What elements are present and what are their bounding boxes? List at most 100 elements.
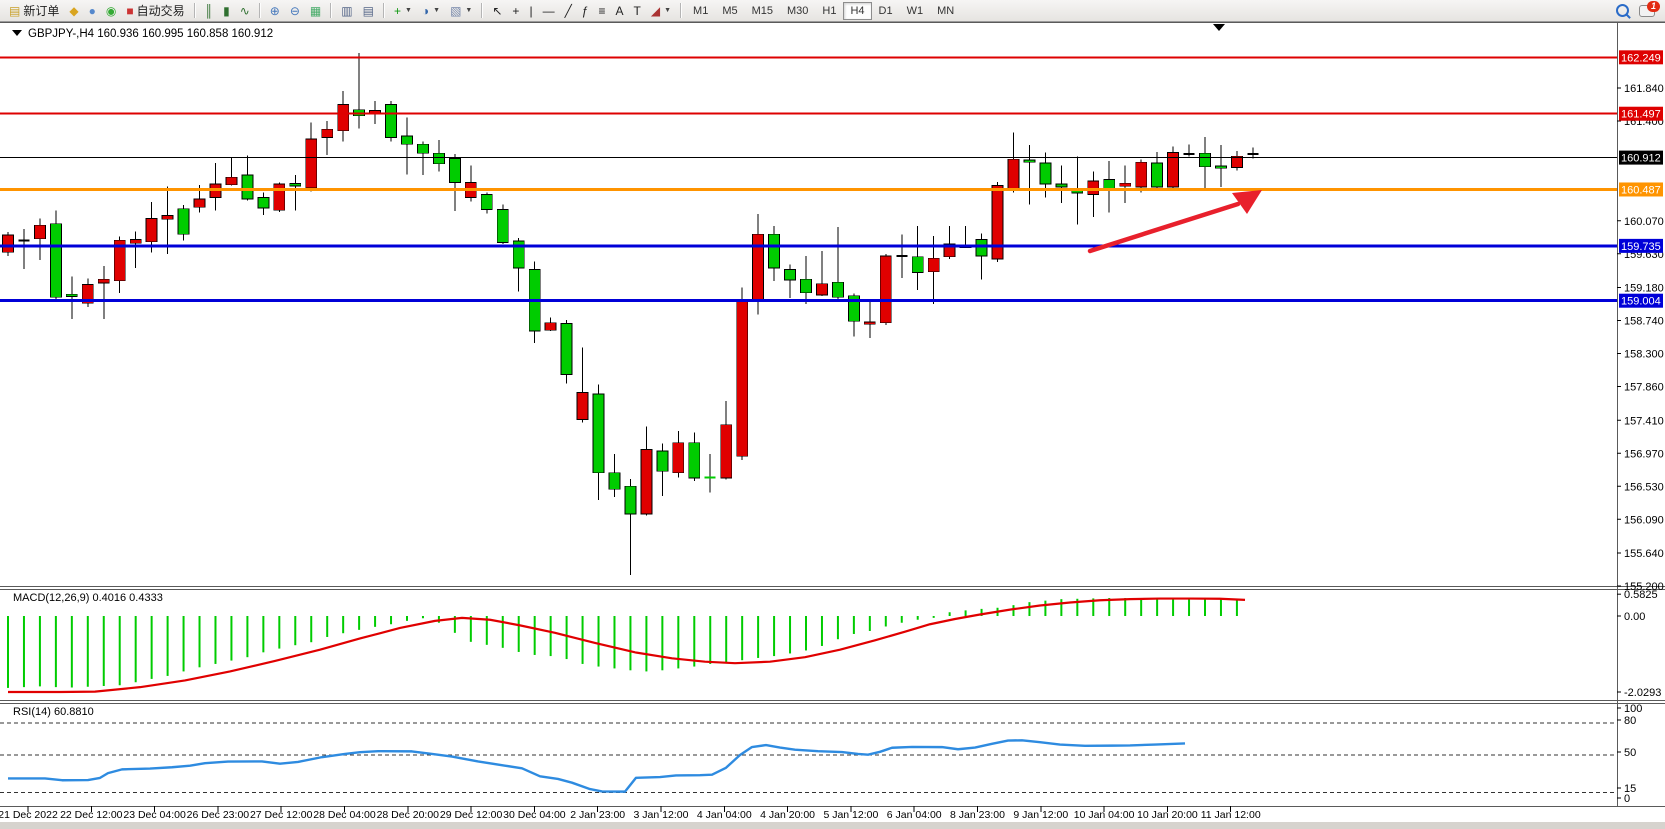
price-tick-label: 158.740 (1624, 316, 1664, 328)
tile-windows-icon[interactable]: ▦ (305, 1, 326, 20)
candle-body (480, 194, 493, 210)
candle-body (800, 278, 812, 294)
price-badge-label: 160.487 (1621, 184, 1661, 196)
price-badge-label: 160.912 (1621, 153, 1661, 165)
candle-body (49, 223, 62, 298)
chart-window[interactable]: GBPJPY-,H4 160.936 160.995 160.858 160.9… (0, 22, 1665, 829)
cursor-icon: ↖ (492, 3, 503, 18)
arrows-icon: ◢ (650, 3, 661, 18)
market-watch-icon[interactable]: ◆ (64, 1, 83, 20)
x-tick-label: 9 Jan 12:00 (1013, 809, 1068, 821)
price-tick-label: 155.200 (1624, 581, 1664, 593)
timeframe-m30[interactable]: M30 (787, 4, 809, 17)
candle-body (736, 300, 749, 457)
candle-body (879, 255, 892, 324)
auto-trading-button-label: 自动交易 (136, 4, 185, 18)
symbol-dropdown-icon[interactable] (12, 30, 22, 36)
price-tick-label: 156.970 (1624, 448, 1664, 460)
chart-shift-marker[interactable] (1213, 24, 1225, 31)
templates-icon[interactable]: ▧ ▼ (445, 1, 477, 20)
bar-chart-icon[interactable]: ║ (200, 1, 219, 20)
price-tick-label: 159.180 (1624, 283, 1664, 295)
timeframe-m1[interactable]: M1 (693, 4, 709, 17)
zoom-in-icon[interactable]: ⊕ (265, 1, 285, 20)
new-order-button: ▤ (9, 3, 21, 18)
auto-trading-button[interactable]: ■ 自动交易 (121, 1, 189, 20)
horizontal-line-icon[interactable]: — (538, 1, 560, 20)
fibonacci-icon: ƒ (581, 3, 589, 18)
candle-body (911, 256, 924, 273)
candle-body (1135, 161, 1148, 188)
candle-body (975, 239, 988, 257)
bottom-strip (0, 822, 1665, 829)
candle-body (863, 321, 876, 325)
auto-arrange-icon[interactable]: ▥ (336, 1, 357, 20)
rsi-line (8, 739, 1186, 793)
auto-trading-button: ■ (126, 3, 134, 18)
timeframe-m5[interactable]: M5 (722, 4, 738, 17)
crosshair-icon[interactable]: + (507, 1, 524, 20)
text-label-icon[interactable]: T (629, 1, 646, 20)
chart-background (0, 22, 1665, 829)
timeframe-m15[interactable]: M15 (751, 4, 773, 17)
timeframe-h1[interactable]: H1 (822, 4, 837, 17)
fibonacci-icon[interactable]: ƒ (577, 1, 594, 20)
auto-arrange-icon: ▥ (341, 3, 353, 18)
horizontal-line-icon: — (542, 3, 555, 18)
candle-body (608, 472, 621, 490)
indicators-add-icon[interactable]: + ▼ (389, 1, 417, 20)
cursor-icon[interactable]: ↖ (487, 1, 507, 20)
x-tick-label: 11 Jan 12:00 (1201, 809, 1261, 821)
candlestick-chart-icon[interactable]: ▮ (218, 1, 235, 20)
x-tick-label: 10 Jan 04:00 (1074, 809, 1135, 821)
price-badge-161.497 (1619, 106, 1663, 121)
timeframe-h4[interactable]: H4 (843, 1, 872, 20)
candle-body (576, 392, 589, 420)
channel-icon[interactable]: ≡ (593, 1, 610, 20)
candle-body (1119, 182, 1132, 187)
tile-windows-icon: ▦ (309, 3, 322, 18)
price-tick-label: 156.090 (1624, 514, 1664, 526)
candle-body (385, 104, 397, 138)
data-window-icon: ● (88, 3, 96, 18)
level-lines (0, 56, 1617, 303)
candle-body (1007, 158, 1020, 190)
periods-icon-dropdown[interactable]: ▼ (433, 7, 441, 14)
templates-icon-dropdown[interactable]: ▼ (465, 7, 473, 14)
timeframe-d1[interactable]: D1 (878, 4, 893, 17)
rsi-scale-label: 100 (1624, 703, 1642, 715)
arrows-icon-dropdown[interactable]: ▼ (664, 7, 672, 14)
timeframe-w1[interactable]: W1 (906, 4, 924, 17)
candle-body (305, 138, 318, 189)
timeframe-mn[interactable]: MN (937, 4, 955, 17)
signal-icon[interactable]: ◉ (101, 1, 121, 20)
text-icon[interactable]: A (611, 1, 629, 20)
x-tick-label: 6 Jan 04:00 (887, 809, 942, 821)
new-order-button[interactable]: ▤ 新订单 (4, 1, 64, 20)
vertical-line-icon: | (529, 3, 533, 18)
trend-arrow[interactable] (1087, 190, 1262, 254)
zoom-out-icon[interactable]: ⊖ (285, 1, 305, 20)
candle-body (129, 239, 142, 244)
search-icon[interactable] (1616, 4, 1629, 17)
price-badge-label: 159.004 (1621, 296, 1661, 308)
data-window-icon[interactable]: ● (84, 1, 101, 20)
x-tick-label: 23 Dec 04:00 (123, 809, 186, 821)
notifications-icon[interactable]: 1 (1639, 0, 1660, 17)
candle-body (688, 442, 701, 479)
candle-body (560, 323, 573, 375)
price-badge-159.004 (1619, 293, 1663, 308)
candle-body (1215, 165, 1227, 169)
candle-body (1087, 180, 1100, 195)
periods-icon[interactable]: ◑ ▼ (417, 1, 445, 20)
candle-body (1231, 155, 1243, 168)
line-chart-icon[interactable]: ∿ (235, 1, 255, 20)
notification-badge: 1 (1647, 0, 1660, 12)
arrows-icon[interactable]: ◢ ▼ (646, 1, 676, 20)
candle-body (943, 243, 956, 258)
indicators-add-icon-dropdown[interactable]: ▼ (404, 7, 412, 14)
trendline-icon[interactable]: ╱ (560, 1, 577, 20)
vertical-line-icon[interactable]: | (524, 1, 537, 20)
cascade-windows-icon[interactable]: ▤ (358, 1, 379, 20)
